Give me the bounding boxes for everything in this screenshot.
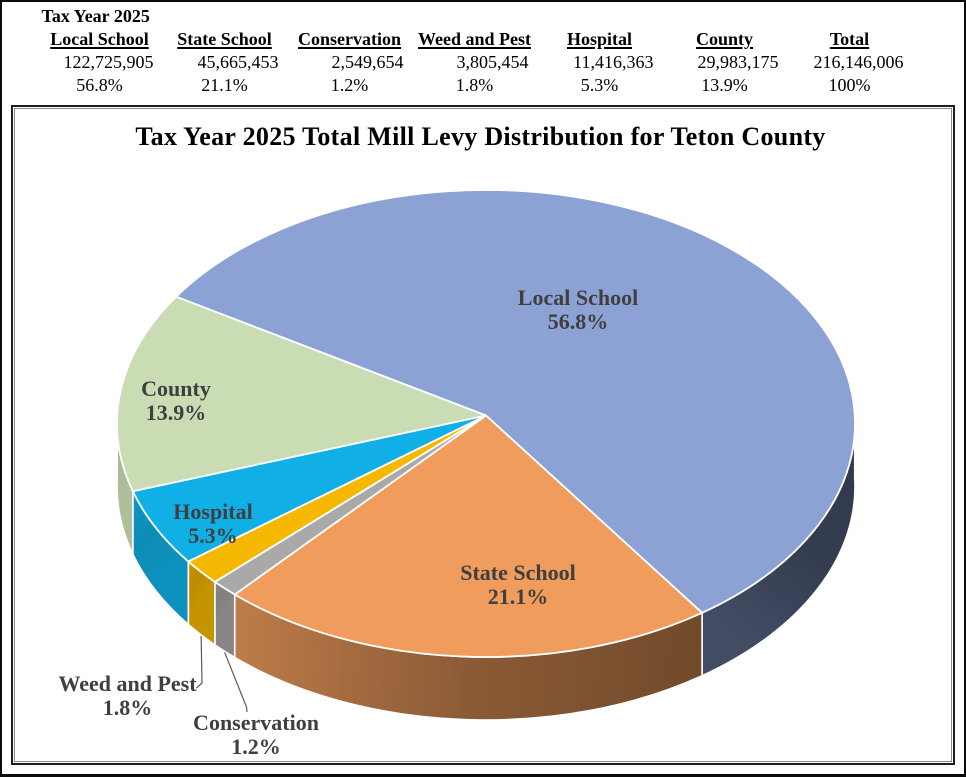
- slice-label-name: Local School: [517, 284, 639, 310]
- column-value: 122,725,905: [63, 52, 154, 73]
- slice-label-name: County: [141, 376, 211, 401]
- slice-label-county: County 13.9%: [141, 377, 211, 425]
- column-header: Total: [829, 29, 870, 49]
- column-header: Local School: [50, 29, 149, 49]
- summary-column-local-school: Local School 122,725,905 56.8%: [37, 28, 162, 98]
- slice-label-percent: 1.2%: [231, 733, 281, 759]
- column-value: 2,549,654: [331, 52, 404, 73]
- leader-line-weed-and-pest: [196, 635, 203, 689]
- column-header: State School: [177, 29, 272, 49]
- slice-label-percent: 5.3%: [188, 523, 238, 548]
- pie-slice-county: [116, 295, 487, 493]
- column-header: County: [695, 29, 753, 49]
- column-percent: 1.2%: [330, 75, 369, 96]
- summary-column-hospital: Hospital 11,416,363 5.3%: [537, 28, 662, 98]
- leader-line-conservation: [224, 652, 248, 713]
- column-percent: 1.8%: [455, 75, 494, 96]
- slice-label-percent: 13.9%: [145, 400, 207, 425]
- slice-label-percent: 56.8%: [547, 308, 609, 334]
- column-value: 11,416,363: [573, 52, 654, 73]
- slice-label-percent: 1.8%: [102, 695, 153, 720]
- column-percent: 56.8%: [76, 75, 123, 96]
- column-percent: 13.9%: [701, 75, 748, 96]
- slice-label-name: Weed and Pest: [58, 671, 197, 696]
- summary-column-state-school: State School 45,665,453 21.1%: [162, 28, 287, 98]
- slice-label-hospital: Hospital 5.3%: [173, 500, 252, 548]
- pie-slice-state-school: [233, 414, 703, 658]
- column-value: 3,805,454: [456, 52, 529, 73]
- slice-label-name: State School: [460, 559, 576, 585]
- slice-label-percent: 21.1%: [487, 583, 549, 609]
- column-value: 45,665,453: [197, 52, 279, 73]
- column-percent: 21.1%: [201, 75, 248, 96]
- summary-column-total: Total 216,146,006 100%: [787, 28, 912, 98]
- pie-slice-local-school: [175, 189, 856, 614]
- column-value: 216,146,006: [813, 52, 904, 73]
- column-header: Hospital: [566, 29, 632, 49]
- column-header: Weed and Pest: [417, 29, 531, 49]
- summary-table: Local School 122,725,905 56.8% State School…: [37, 28, 912, 98]
- column-header: Conservation: [298, 29, 401, 49]
- table-title: Tax Year 2025: [41, 6, 150, 26]
- column-percent: 100%: [828, 75, 871, 96]
- column-percent: 5.3%: [580, 75, 619, 96]
- chart-title: Tax Year 2025 Total Mill Levy Distributi…: [135, 122, 826, 151]
- summary-column-county: County 29,983,175 13.9%: [662, 28, 787, 98]
- summary-column-weed-and-pest: Weed and Pest 3,805,454 1.8%: [412, 28, 537, 98]
- slice-label-weed-and-pest: Weed and Pest 1.8%: [58, 672, 196, 720]
- slice-label-state-school: State School 21.1%: [460, 559, 576, 609]
- slice-label-local-school: Local School 56.8%: [517, 284, 639, 334]
- slice-label-name: Conservation: [193, 709, 319, 735]
- summary-column-conservation: Conservation 2,549,654 1.2%: [287, 28, 412, 98]
- slice-label-name: Hospital: [173, 499, 253, 524]
- slice-label-conservation: Conservation 1.2%: [193, 709, 319, 759]
- column-value: 29,983,175: [697, 52, 779, 73]
- chart-area-inner-border: [14, 108, 952, 762]
